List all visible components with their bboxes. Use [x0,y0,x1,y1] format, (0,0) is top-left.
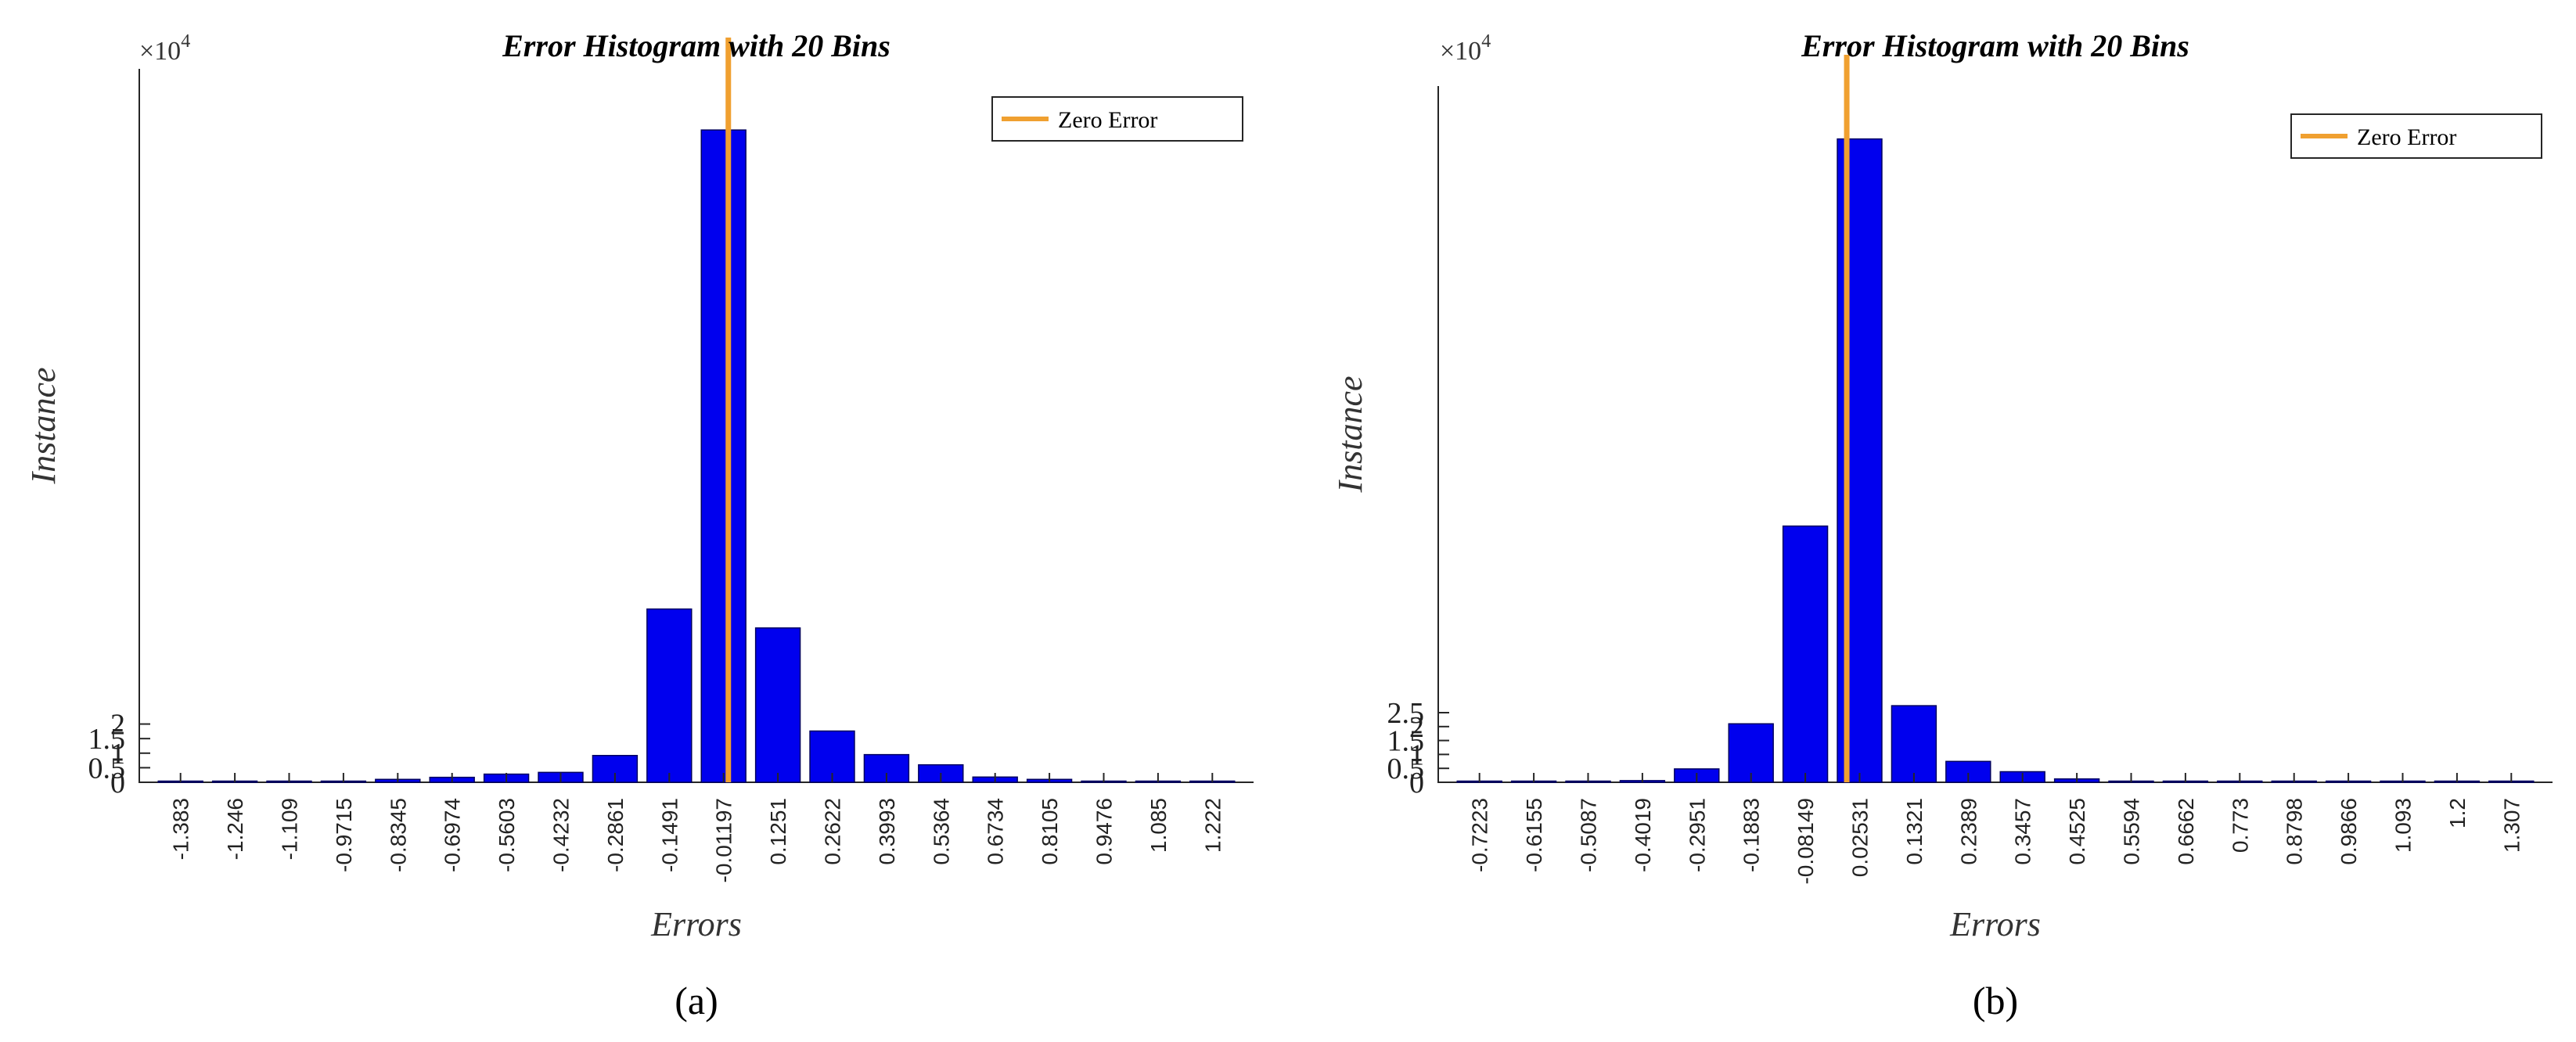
x-tick-label: 1.307 [2499,798,2524,853]
x-tick-label: -0.5603 [495,798,519,872]
x-tick-label: 1.093 [2391,798,2416,853]
x-tick-label: 0.2622 [821,798,845,865]
y-tick-label: 2.5 [1387,697,1425,730]
x-tick-label: 0.3457 [2011,798,2035,865]
x-tick-label: 0.9866 [2337,798,2361,865]
chart-panel-a: 00.511.52 -1.383 -1.246 -1.109 -0.9715 -0.834… [24,28,1254,1022]
y-exponent-label: ×104 [139,31,190,66]
y-tick-label: 1 [1409,738,1424,771]
axes-frame [1437,86,2553,783]
x-tick-label: 1.2 [2445,798,2470,828]
y-tick-label: 0 [110,767,125,799]
y-exponent-power: 4 [1481,31,1491,52]
x-tick-label: 0.1251 [766,798,790,865]
y-exponent-label: ×104 [1440,31,1491,66]
y-tick-label: 1 [110,738,125,771]
histogram-bar [646,608,693,783]
x-axis-label: Errors [650,905,742,943]
x-tick-label: -0.2861 [603,798,628,872]
axes-frame [139,69,1254,783]
x-tick-label: 0.6662 [2174,798,2198,865]
y-axis-label: Instance [1331,375,1369,493]
x-tick-label: -0.4232 [549,798,574,872]
x-tick-label: 0.8105 [1038,798,1062,865]
chart-panel-b: 00.511.522.5 -0.7223 -0.6155 -0.5087 -0.4019… [1331,28,2553,1022]
histogram-bar [700,129,747,783]
x-tick-label: 0.5594 [2120,798,2144,865]
x-tick-label: -0.01197 [712,798,736,882]
x-tick-label: -0.9715 [332,798,356,872]
legend-label: Zero Error [2357,124,2456,150]
x-tick-label: -0.6155 [1522,798,1546,872]
x-tick-label: 0.4525 [2065,798,2089,865]
x-tick-label: -1.109 [278,798,302,860]
figure-caption: (b) [1973,979,2018,1022]
x-tick-label: -0.08149 [1793,798,1818,885]
y-tick-label: 0.5 [1387,753,1425,785]
x-tick-label: -0.4019 [1631,798,1655,872]
x-tick-label: 0.6734 [984,798,1008,865]
x-tick-label: -0.6974 [441,798,465,872]
x-tick-label: 0.3993 [875,798,899,865]
x-tick-label: 0.02531 [1848,798,1873,877]
x-tick-label: 0.773 [2228,798,2252,853]
y-tick-label: 1.5 [88,723,126,756]
x-tick-label: 1.085 [1146,798,1171,853]
x-tick-label: 0.1321 [1902,798,1927,865]
x-tick-label: -1.246 [223,798,247,860]
histogram-bar [1891,705,1937,783]
x-tick-label: -0.1491 [657,798,682,872]
y-exponent-power: 4 [181,31,190,52]
x-tick-label: 0.9476 [1092,798,1117,865]
y-tick-label: 2 [1409,711,1424,744]
y-tick-label: 0 [1409,767,1424,799]
x-tick-label: -0.2951 [1685,798,1709,872]
y-exponent-base: ×10 [1440,37,1481,66]
x-tick-label: -0.7223 [1468,798,1492,872]
x-tick-label: -0.8345 [386,798,410,872]
x-tick-label: -0.1883 [1740,798,1764,872]
y-exponent-base: ×10 [139,37,181,66]
x-tick-label: 0.5364 [929,798,953,865]
y-tick-label: 1.5 [1387,725,1425,758]
x-tick-label: 1.222 [1200,798,1225,853]
histogram-bar [754,627,801,783]
chart-title: Error Histogram with 20 Bins [1801,28,2189,63]
y-axis-label: Instance [24,367,63,484]
x-tick-label: 0.2389 [1956,798,1981,865]
legend-label: Zero Error [1058,107,1157,133]
y-tick-label: 0.5 [88,752,126,785]
figure-caption: (a) [675,979,718,1022]
histogram-bar [1782,525,1829,783]
x-tick-label: -1.383 [169,798,193,860]
x-tick-label: -0.5087 [1577,798,1601,872]
x-tick-label: 0.8798 [2283,798,2307,865]
x-axis-label: Errors [1949,905,2041,943]
y-tick-label: 2 [110,709,125,742]
chart-title: Error Histogram with 20 Bins [502,28,890,63]
